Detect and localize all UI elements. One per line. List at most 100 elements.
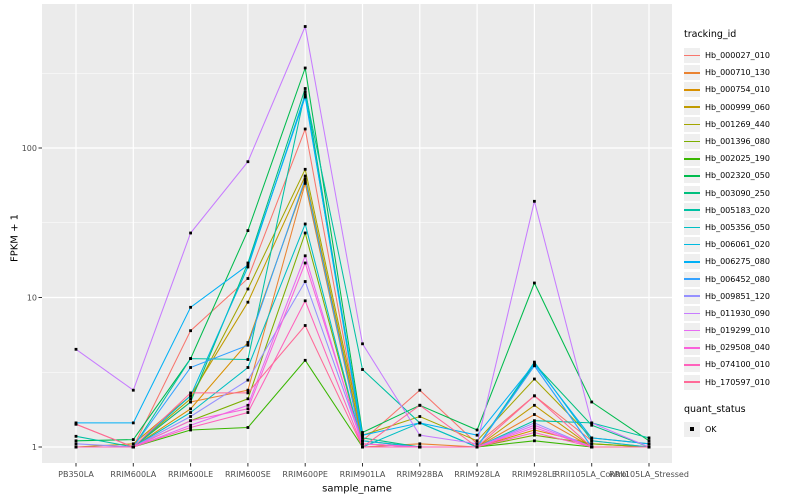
legend-key-swatch	[684, 254, 700, 270]
legend-line-icon	[684, 243, 700, 246]
legend-item-label: Hb_001396_080	[705, 137, 770, 147]
legend-line-icon	[684, 312, 700, 315]
legend-item-Hb_170597_010: Hb_170597_010	[684, 374, 798, 391]
legend-item-Hb_006452_080: Hb_006452_080	[684, 270, 798, 287]
legend-item-label: Hb_006061_020	[705, 240, 770, 250]
y-tick-label: 10	[27, 293, 37, 302]
legend-key-swatch	[684, 237, 700, 253]
legend-item-label: Hb_006275_080	[705, 257, 770, 267]
legend-line-icon	[684, 123, 700, 126]
legend-item-label: Hb_000710_130	[705, 68, 770, 78]
legend-title-tracking-id: tracking_id	[684, 29, 737, 40]
legend-item-label: Hb_000027_010	[705, 51, 770, 61]
legend-key-swatch	[684, 99, 700, 115]
legend-item-Hb_005356_050: Hb_005356_050	[684, 219, 798, 236]
legend-key-swatch	[684, 357, 700, 373]
legend-item-label: Hb_011930_090	[705, 308, 770, 318]
legend-item-label: Hb_005356_050	[705, 222, 770, 232]
point-marker-icon	[690, 427, 694, 432]
x-tick-label: RRIM928BA	[396, 470, 443, 479]
legend-key-swatch	[684, 151, 700, 167]
grid-minor	[42, 72, 672, 373]
x-tick-label: RRII105LA_Control	[555, 470, 629, 479]
legend-key-swatch	[684, 288, 700, 304]
legend-item-Hb_006061_020: Hb_006061_020	[684, 236, 798, 253]
legend-item-Hb_019299_010: Hb_019299_010	[684, 322, 798, 339]
legend-key-swatch	[684, 202, 700, 218]
legend-line-icon	[684, 89, 700, 91]
legend-item-label: Hb_000754_010	[705, 85, 770, 95]
x-tick-label: RRIM600LA	[110, 470, 156, 479]
legend-key-swatch	[684, 374, 700, 390]
legend-key-swatch	[684, 271, 700, 287]
legend-line-icon	[684, 175, 700, 177]
legend-item-label: Hb_029508_040	[705, 343, 770, 353]
legend-item-label: Hb_074100_010	[705, 360, 770, 370]
legend-line-icon	[684, 278, 700, 280]
legend-item-label: Hb_170597_010	[705, 377, 770, 387]
x-tick-label: RRIM928LA	[454, 470, 500, 479]
legend-key-swatch	[684, 168, 700, 184]
legend-key-swatch	[684, 65, 700, 81]
legend-item-Hb_003090_250: Hb_003090_250	[684, 185, 798, 202]
legend-item-Hb_000027_010: Hb_000027_010	[684, 47, 798, 64]
x-tick-label: RRIM600LE	[168, 470, 213, 479]
legend-line-icon	[684, 364, 700, 366]
x-tick-label: RRII105LA_Stressed	[609, 470, 689, 479]
legend-line-icon	[684, 106, 700, 108]
legend-key-swatch	[684, 116, 700, 132]
legend-item-quant-ok: OK	[684, 421, 798, 438]
legend-item-Hb_074100_010: Hb_074100_010	[684, 356, 798, 373]
legend-key-swatch	[684, 134, 700, 150]
y-tick-label: 100	[22, 144, 37, 153]
legend-item-Hb_002025_190: Hb_002025_190	[684, 150, 798, 167]
legend-line-icon	[684, 157, 700, 160]
legend-key-swatch	[684, 185, 700, 201]
legend-key-swatch	[684, 305, 700, 321]
legend-item-Hb_005183_020: Hb_005183_020	[684, 202, 798, 219]
legend-item-Hb_001396_080: Hb_001396_080	[684, 133, 798, 150]
legend-key-swatch	[684, 48, 700, 64]
legend-item-label: Hb_002320_050	[705, 171, 770, 181]
legend-item-Hb_000999_060: Hb_000999_060	[684, 99, 798, 116]
legend-item-label: Hb_002025_190	[705, 154, 770, 164]
legend-item-Hb_006275_080: Hb_006275_080	[684, 253, 798, 270]
y-tick-label: 1	[32, 443, 37, 452]
legend-line-icon	[684, 209, 700, 212]
legend-key-swatch	[684, 340, 700, 356]
legend-line-icon	[684, 329, 700, 332]
x-tick-label: RRIM600PE	[282, 470, 328, 479]
legend-title-quant-status: quant_status	[684, 403, 746, 415]
x-tick-label: RRIM928LE	[512, 470, 557, 479]
legend-items-tracking-id: Hb_000027_010 Hb_000710_130 Hb_000754_010 H…	[684, 47, 798, 391]
x-tick-label: RRIM600SE	[225, 470, 271, 479]
x-tick-label: PB350LA	[58, 470, 94, 479]
legend-item-label: Hb_005183_020	[705, 205, 770, 215]
legend-item-label: Hb_009851_120	[705, 291, 770, 301]
legend-line-icon	[684, 381, 700, 383]
legend-item-Hb_001269_440: Hb_001269_440	[684, 116, 798, 133]
legend-line-icon	[684, 140, 700, 143]
legend-item-Hb_000754_010: Hb_000754_010	[684, 81, 798, 98]
legend-panel: tracking_id Hb_000027_010 Hb_000710_130 Hb…	[684, 29, 798, 438]
legend-item-label: Hb_006452_080	[705, 274, 770, 284]
legend-line-icon	[684, 261, 700, 263]
legend-item-Hb_009851_120: Hb_009851_120	[684, 288, 798, 305]
legend-item-Hb_000710_130: Hb_000710_130	[684, 64, 798, 81]
legend-line-icon	[684, 226, 700, 229]
legend-item-label: Hb_000999_060	[705, 102, 770, 112]
legend-key-swatch	[684, 323, 700, 339]
legend-line-icon	[684, 346, 700, 349]
axis-ticks-labels: 1 10 100 PB350LA RRIM600LA RRIM600LE RRIM600SE…	[22, 144, 689, 479]
legend-item-label: Hb_019299_010	[705, 326, 770, 336]
quant-ok-key	[684, 421, 700, 437]
y-axis-title: FPKM + 1	[9, 213, 21, 263]
data-points	[74, 25, 651, 449]
legend-line-icon	[684, 192, 700, 194]
x-tick-label: RRIM901LA	[340, 470, 386, 479]
x-axis-title: sample_name	[322, 483, 392, 495]
legend-line-icon	[684, 71, 700, 74]
legend-item-Hb_029508_040: Hb_029508_040	[684, 339, 798, 356]
